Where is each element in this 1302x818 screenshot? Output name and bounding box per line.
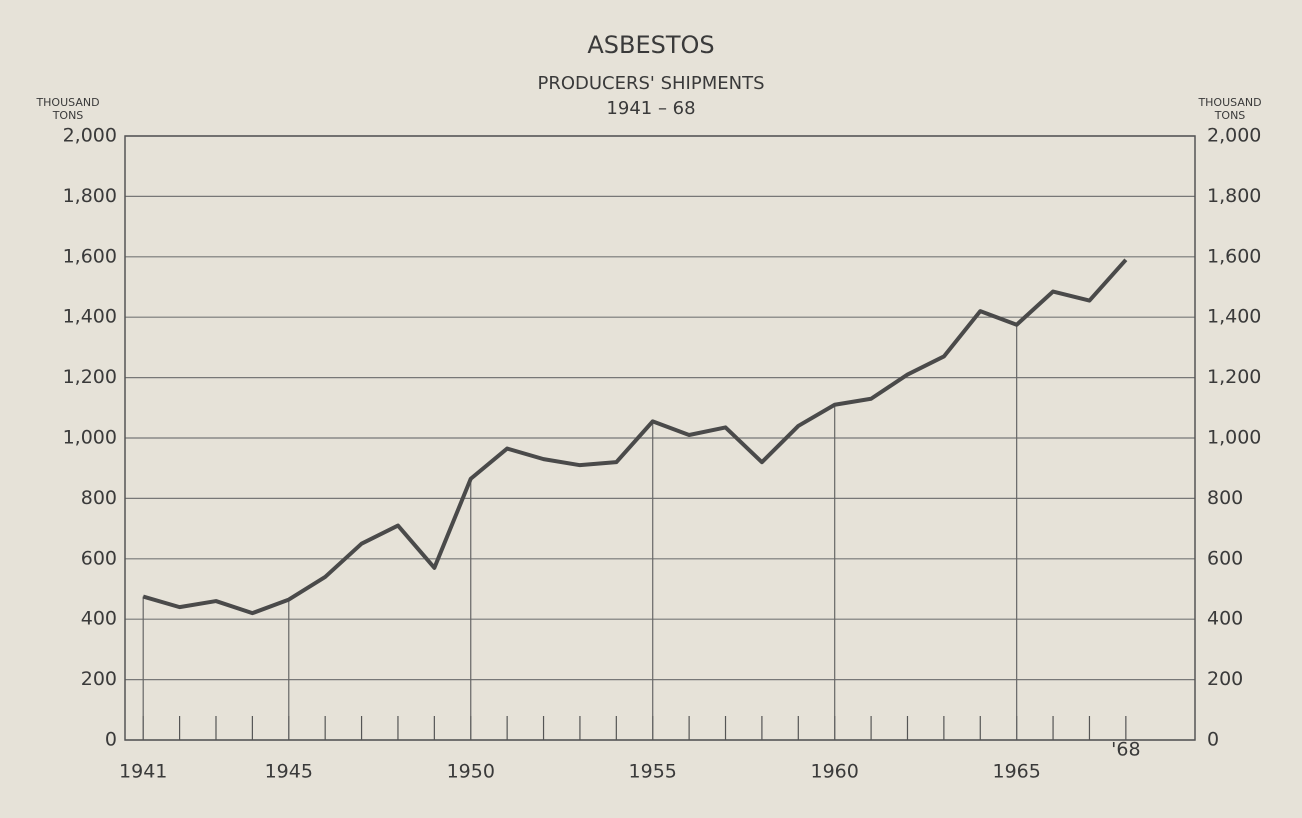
y-tick-label: 1,400 [63,306,117,328]
y-tick-label: 200 [81,668,117,690]
y2-tick-label: 1,000 [1207,427,1261,449]
y2-tick-label: 800 [1207,487,1243,509]
y2-tick-label: 600 [1207,547,1243,569]
y2-axis-label: THOUSAND [1197,96,1261,109]
y2-tick-label: 400 [1207,608,1243,630]
y-tick-label: 1,200 [63,366,117,388]
x-tick-label: 1955 [629,761,677,783]
plot-frame [124,135,1196,741]
y-tick-label: 1,600 [63,245,117,267]
x-tick-label: 1960 [811,761,859,783]
y2-tick-label: 200 [1207,668,1243,690]
chart-subtitle: PRODUCERS' SHIPMENTS [537,73,764,94]
y2-tick-label: 1,800 [1207,185,1261,207]
y-axis-label: THOUSAND [35,96,99,109]
y-tick-label: 1,000 [63,427,117,449]
x-tick-label: 1965 [992,761,1040,783]
y2-tick-label: 1,600 [1207,245,1261,267]
y2-tick-label: 0 [1207,729,1219,751]
x-tick-label: '68 [1111,739,1140,761]
x-tick-label: 1950 [447,761,495,783]
y2-axis-label: TONS [1214,109,1246,122]
chart-subtitle: 1941 – 68 [606,98,695,119]
x-tick-label: 1941 [119,761,167,783]
y-tick-label: 600 [81,547,117,569]
data-line [142,258,1128,616]
chart-title: ASBESTOS [587,31,714,59]
y-tick-label: 0 [105,729,117,751]
x-tick-label: 1945 [265,761,313,783]
y-tick-label: 800 [81,487,117,509]
y-tick-label: 2,000 [63,125,117,147]
y-axis-label: TONS [52,109,84,122]
y2-tick-label: 1,400 [1207,306,1261,328]
y-tick-label: 1,800 [63,185,117,207]
y-tick-label: 400 [81,608,117,630]
y2-tick-label: 1,200 [1207,366,1261,388]
y2-tick-label: 2,000 [1207,125,1261,147]
